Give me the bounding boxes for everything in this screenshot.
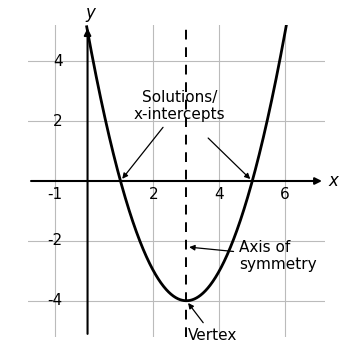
Text: 2: 2	[53, 114, 63, 129]
Text: -1: -1	[47, 187, 62, 202]
Text: x: x	[328, 172, 338, 190]
Text: 2: 2	[149, 187, 158, 202]
Text: -2: -2	[48, 233, 63, 248]
Text: -4: -4	[48, 293, 63, 308]
Text: 4: 4	[215, 187, 224, 202]
Text: 4: 4	[53, 54, 63, 69]
Text: y: y	[86, 4, 96, 22]
Text: 6: 6	[280, 187, 290, 202]
Text: Axis of
symmetry: Axis of symmetry	[191, 240, 317, 272]
Text: Solutions/
x-intercepts: Solutions/ x-intercepts	[123, 90, 226, 178]
Text: Vertex: Vertex	[188, 304, 238, 343]
